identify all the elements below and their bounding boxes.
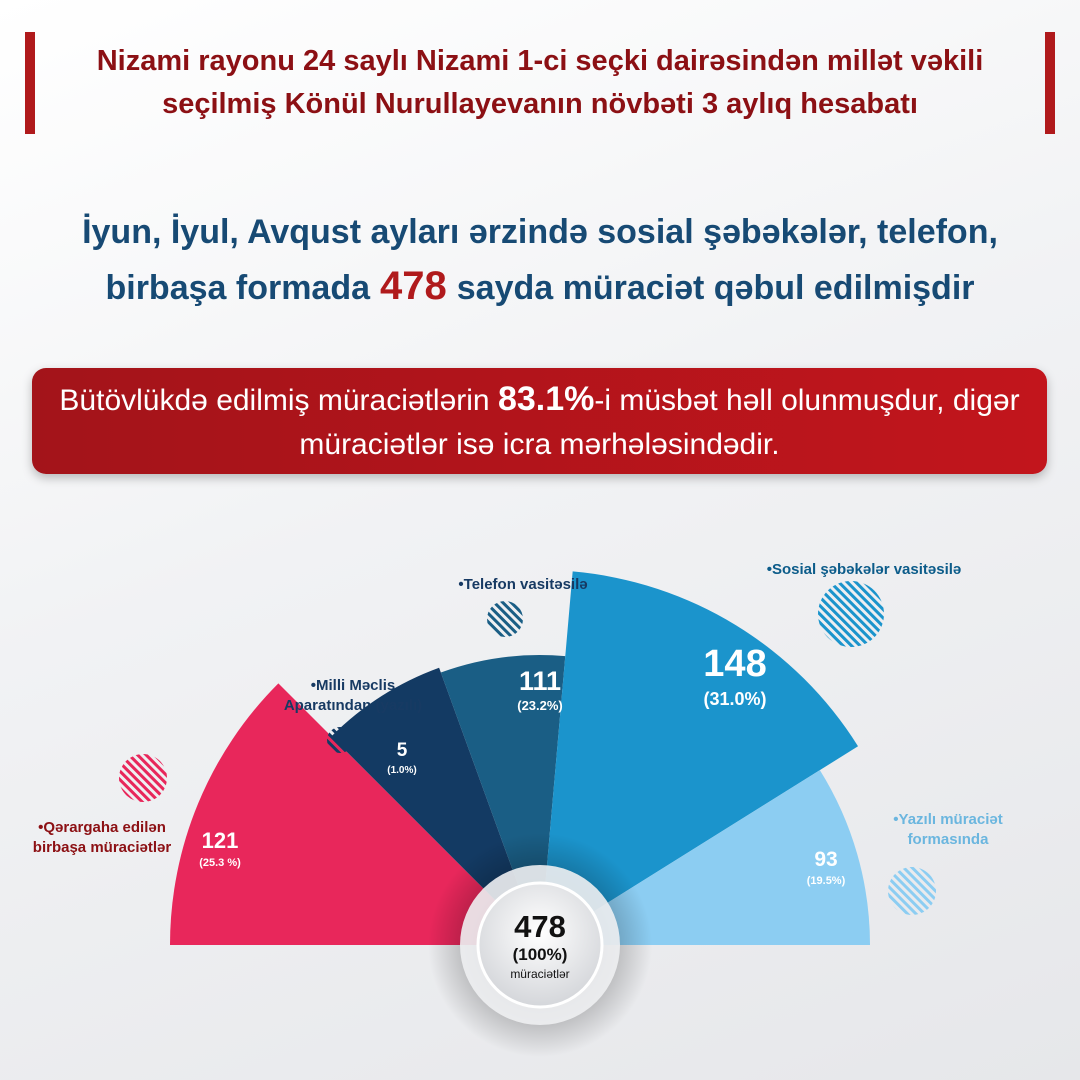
legend-line: Aparatından (yazılı) bbox=[284, 697, 422, 714]
hub-circle bbox=[476, 881, 604, 1009]
sector-sosial bbox=[540, 571, 859, 945]
report-title: Nizami rayonu 24 saylı Nizami 1-ci seçki… bbox=[50, 40, 1030, 126]
value-label-milli-meclis: 5 bbox=[397, 740, 408, 761]
legend-line: •Sosial şəbəkələr vasitəsilə bbox=[767, 561, 962, 578]
hatch-icon-milli-meclis bbox=[327, 727, 353, 753]
legend-line: birbaşa müraciətlər bbox=[33, 839, 172, 856]
percent-label-qerargah: (25.3 %) bbox=[199, 857, 241, 869]
sector-qerargah bbox=[170, 683, 540, 945]
banner-line-1: Bütövlükdə edilmiş müraciətlərin 83.1%-i… bbox=[32, 377, 1047, 423]
legend-sosial: •Sosial şəbəkələr vasitəsilə bbox=[767, 561, 962, 578]
banner-line-2: müraciətlər isə icra mərhələsindədir. bbox=[299, 428, 780, 461]
summary-line-2: birbaşa formada 478 sayda müraciət qəbul e… bbox=[30, 259, 1050, 315]
percent-label-sosial: (31.0%) bbox=[703, 689, 766, 709]
percent-label-milli-meclis: (1.0%) bbox=[387, 765, 416, 776]
title-line-2: seçilmiş Könül Nurullayevanın növbəti 3 … bbox=[50, 83, 1030, 126]
title-accent-bar-right bbox=[1045, 32, 1055, 134]
title-text-b: nın növbəti bbox=[539, 88, 702, 120]
title-line-1: Nizami rayonu 24 saylı Nizami 1-ci seçki… bbox=[96, 45, 984, 77]
banner-text-b: -i müsbət həll olunmuşdur, digər bbox=[594, 384, 1020, 417]
result-banner: Bütövlükdə edilmiş müraciətlərin 83.1%-i… bbox=[32, 368, 1047, 474]
summary-text-a: birbaşa formada bbox=[105, 269, 371, 307]
legend-line: •Telefon vasitəsilə bbox=[458, 576, 587, 593]
summary-line-1: İyun, İyul, Avqust ayları ərzində sosial… bbox=[82, 213, 998, 251]
hub-label: müraciətlər bbox=[510, 967, 569, 981]
percent-label-yazili: (19.5%) bbox=[807, 875, 846, 887]
banner-percent: 83.1% bbox=[497, 380, 595, 418]
legend-milli-meclis: •Milli Məclis Aparatından (yazılı) bbox=[284, 677, 422, 714]
legend-telefon: •Telefon vasitəsilə bbox=[458, 576, 587, 593]
legend-line: •Qərargaha edilən bbox=[38, 819, 166, 836]
value-label-sosial: 148 bbox=[703, 643, 766, 685]
hatch-icon-sosial bbox=[818, 581, 884, 647]
legend-yazili: •Yazılı müraciət formasında bbox=[893, 811, 1002, 848]
summary-total: 478 bbox=[380, 264, 447, 308]
hatch-icon-telefon bbox=[487, 601, 523, 637]
legend-line: formasında bbox=[908, 831, 990, 848]
value-label-telefon: 111 bbox=[519, 666, 561, 696]
percent-label-telefon: (23.2%) bbox=[517, 698, 563, 713]
banner-text-a: Bütövlükdə edilmiş müraciətlərin bbox=[59, 384, 498, 417]
value-label-yazili: 93 bbox=[814, 848, 837, 871]
hub-total: 478 bbox=[514, 909, 566, 944]
legend-qerargah: •Qərargaha edilən birbaşa müraciətlər bbox=[33, 819, 172, 856]
legend-line: •Yazılı müraciət bbox=[893, 811, 1002, 828]
hatch-icon-yazili bbox=[888, 867, 936, 915]
summary-heading: İyun, İyul, Avqust ayları ərzində sosial… bbox=[30, 205, 1050, 315]
legend-line: •Milli Məclis bbox=[311, 677, 395, 694]
deputy-name: Könül Nurullayeva bbox=[284, 88, 540, 120]
title-accent-bar-left bbox=[25, 32, 35, 134]
value-label-qerargah: 121 bbox=[202, 828, 239, 853]
report-period: 3 aylıq hesabatı bbox=[701, 88, 918, 120]
title-text-a: seçilmiş bbox=[162, 88, 285, 120]
hatch-icon-qerargah bbox=[119, 754, 167, 802]
summary-text-b: sayda müraciət qəbul edilmişdir bbox=[456, 269, 975, 307]
hub-percent: (100%) bbox=[513, 945, 568, 964]
